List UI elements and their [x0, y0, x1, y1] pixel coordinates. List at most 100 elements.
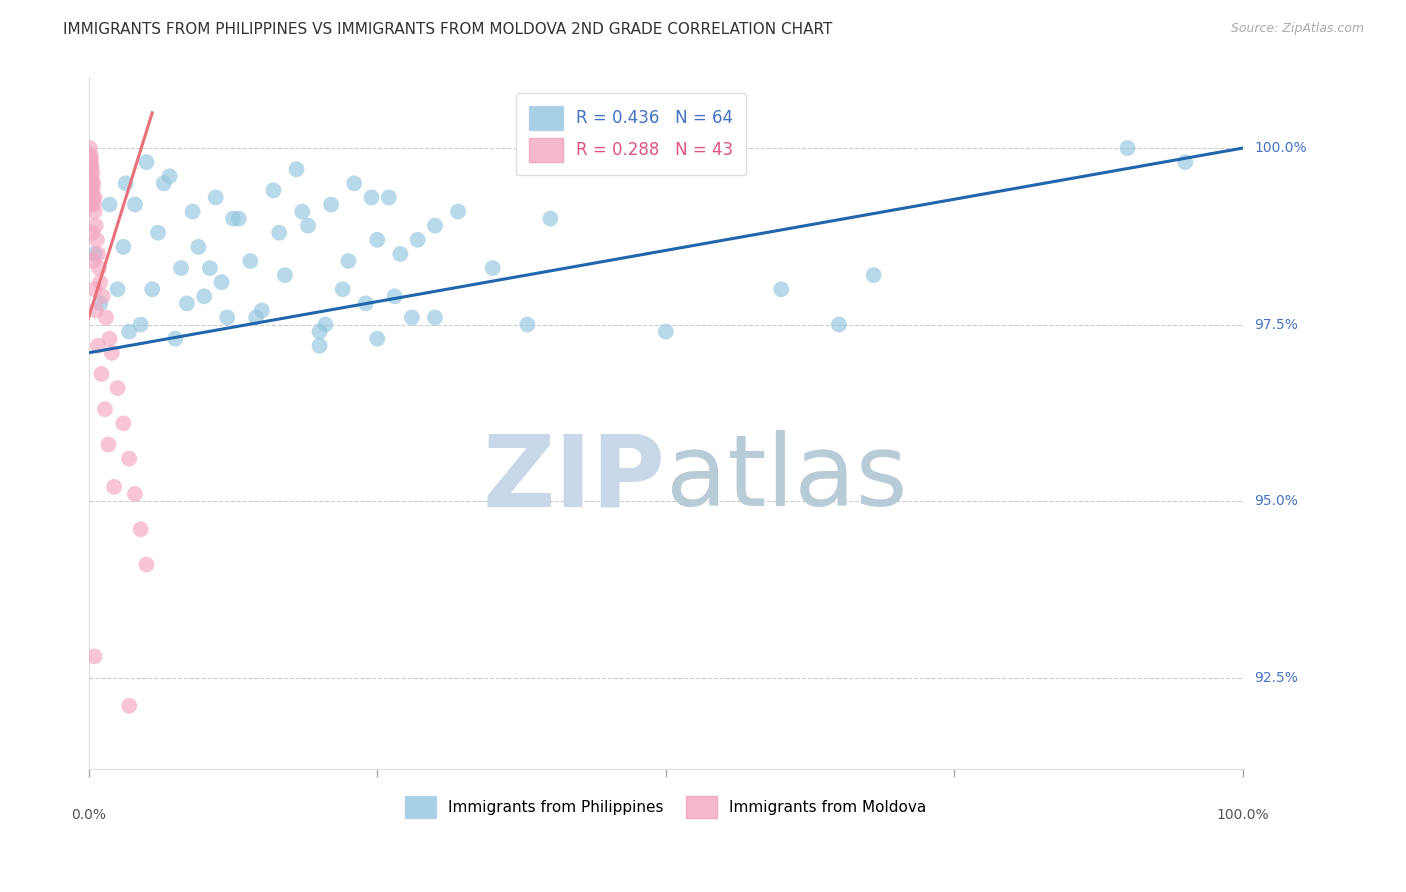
Point	[354, 296, 377, 310]
Point	[83, 190, 105, 204]
Point	[343, 177, 366, 191]
Point	[401, 310, 423, 325]
Point	[308, 325, 330, 339]
Point	[228, 211, 250, 226]
Point	[141, 282, 163, 296]
Point	[314, 318, 336, 332]
Point	[83, 649, 105, 664]
Point	[107, 381, 129, 395]
Point	[80, 162, 103, 177]
Point	[211, 275, 233, 289]
Point	[262, 183, 284, 197]
Point	[129, 318, 152, 332]
Point	[770, 282, 793, 296]
Point	[87, 247, 110, 261]
Point	[170, 261, 193, 276]
Point	[98, 197, 121, 211]
Point	[321, 197, 343, 211]
Point	[245, 310, 267, 325]
Point	[406, 233, 429, 247]
Point	[135, 155, 157, 169]
Point	[87, 339, 110, 353]
Point	[828, 318, 851, 332]
Point	[187, 240, 209, 254]
Point	[83, 197, 105, 211]
Point	[79, 141, 101, 155]
Point	[308, 339, 330, 353]
Point	[269, 226, 291, 240]
Text: 100.0%: 100.0%	[1254, 141, 1306, 155]
Point	[82, 226, 104, 240]
Point	[222, 211, 245, 226]
Point	[107, 282, 129, 296]
Text: 95.0%: 95.0%	[1254, 494, 1298, 508]
Point	[94, 402, 117, 417]
Point	[101, 345, 124, 359]
Point	[152, 177, 174, 191]
Text: 0.0%: 0.0%	[72, 808, 107, 822]
Point	[129, 522, 152, 536]
Point	[82, 190, 104, 204]
Point	[297, 219, 319, 233]
Point	[423, 219, 446, 233]
Text: 100.0%: 100.0%	[1216, 808, 1270, 822]
Point	[366, 332, 388, 346]
Point	[124, 197, 146, 211]
Point	[79, 148, 101, 162]
Point	[274, 268, 297, 282]
Point	[79, 183, 101, 197]
Point	[89, 275, 111, 289]
Text: Source: ZipAtlas.com: Source: ZipAtlas.com	[1230, 22, 1364, 36]
Point	[146, 226, 169, 240]
Point	[176, 296, 198, 310]
Point	[204, 190, 226, 204]
Point	[82, 177, 104, 191]
Point	[366, 233, 388, 247]
Point	[862, 268, 884, 282]
Point	[118, 698, 141, 713]
Point	[217, 310, 239, 325]
Point	[89, 296, 111, 310]
Point	[114, 177, 136, 191]
Point	[655, 325, 678, 339]
Point	[97, 437, 120, 451]
Point	[135, 558, 157, 572]
Point	[82, 254, 104, 268]
Point	[1116, 141, 1139, 155]
Point	[481, 261, 503, 276]
Point	[360, 190, 382, 204]
Point	[83, 282, 105, 296]
Point	[83, 204, 105, 219]
Point	[80, 197, 103, 211]
Point	[538, 211, 561, 226]
Point	[98, 332, 121, 346]
Point	[83, 247, 105, 261]
Point	[423, 310, 446, 325]
Point	[82, 183, 104, 197]
Legend: Immigrants from Philippines, Immigrants from Moldova: Immigrants from Philippines, Immigrants …	[399, 790, 932, 824]
Point	[82, 177, 104, 191]
Point	[447, 204, 470, 219]
Point	[94, 310, 117, 325]
Point	[118, 451, 141, 466]
Point	[389, 247, 412, 261]
Point	[89, 261, 111, 276]
Text: 97.5%: 97.5%	[1254, 318, 1298, 332]
Point	[79, 155, 101, 169]
Point	[332, 282, 354, 296]
Point	[337, 254, 360, 268]
Point	[118, 325, 141, 339]
Text: 92.5%: 92.5%	[1254, 671, 1298, 684]
Point	[84, 219, 107, 233]
Point	[181, 204, 204, 219]
Point	[159, 169, 181, 184]
Point	[378, 190, 401, 204]
Point	[516, 318, 538, 332]
Point	[198, 261, 221, 276]
Point	[250, 303, 273, 318]
Point	[291, 204, 314, 219]
Point	[193, 289, 215, 303]
Point	[124, 487, 146, 501]
Point	[84, 303, 107, 318]
Point	[80, 159, 103, 173]
